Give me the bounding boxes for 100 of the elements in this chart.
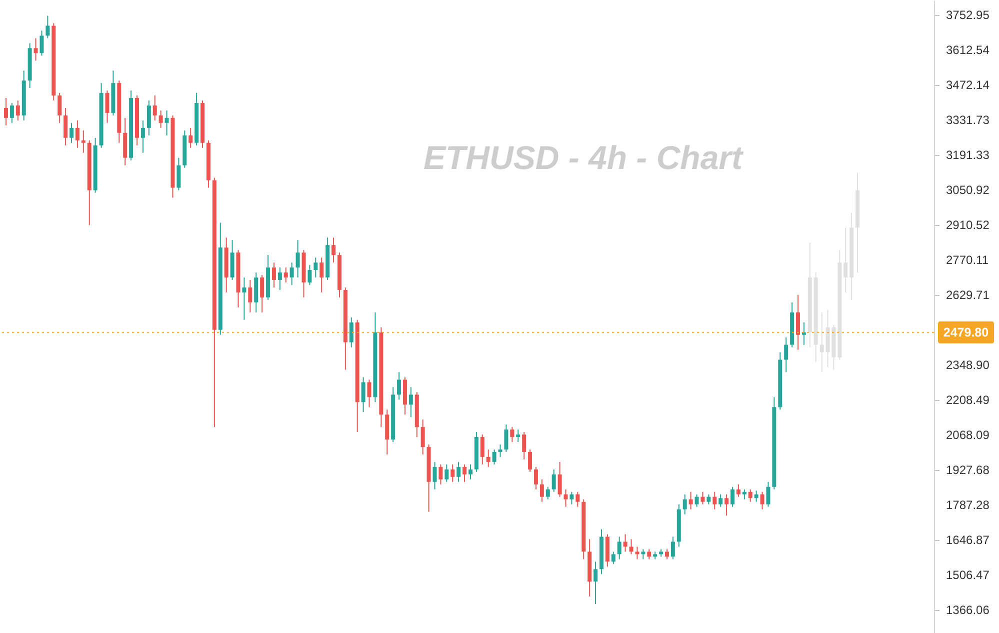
candlestick [504,424,508,452]
y-tick-label: 1787.28 [946,498,990,512]
y-tick-label: 3612.54 [946,42,990,57]
y-tick-label: 3050.92 [946,182,990,197]
candlestick [594,561,598,605]
candlestick [534,466,538,490]
candlestick [766,481,770,508]
candlestick [444,464,449,482]
candlestick [546,486,550,500]
candlestick [332,237,336,264]
candlestick [611,551,616,565]
candlestick [308,264,312,286]
candlestick [456,461,461,482]
candlestick [754,490,758,502]
candlestick [248,279,252,313]
candlestick [188,127,193,148]
candlestick [700,491,705,505]
candlestick [450,464,455,482]
candlestick [664,548,669,560]
candlestick [361,376,366,413]
candlestick [558,461,562,498]
candlestick [75,120,80,148]
y-tick-label: 3472.14 [946,78,990,92]
candlestick [146,100,151,136]
candlestick [730,486,734,508]
candlestick [46,15,50,39]
y-tick-label: 1927.68 [946,463,990,477]
candlestick [176,157,181,191]
candlestick [706,494,711,505]
candlestick [320,257,324,293]
candlestick [629,538,634,555]
candlestick [480,434,484,465]
candlestick [420,419,425,455]
candlestick [152,95,157,121]
candlestick [522,432,526,460]
candlestick [158,110,163,128]
candlestick [712,491,717,510]
candlestick [623,534,628,552]
candlestick [796,294,800,350]
candlestick [844,227,848,293]
y-tick-label: 2068.09 [946,428,990,442]
candlestick [397,372,402,400]
candlestick [140,120,145,154]
candlestick [742,488,746,500]
candlestick [516,429,520,442]
candlestick [802,322,806,346]
candlestick [34,38,38,62]
candlestick [58,92,62,124]
candlestick [468,464,472,480]
candlestick [432,461,437,490]
candlestick [64,107,68,146]
y-tick-label: 2629.71 [946,288,990,302]
candlestick [242,276,246,320]
y-tick-label: 1506.47 [946,568,990,582]
candlestick [438,464,443,485]
candlestick [278,267,282,290]
candlestick [784,336,788,373]
y-tick-label: 1366.06 [946,603,990,617]
candlestick [40,30,44,56]
candlestick [694,494,699,508]
candlestick [462,464,467,482]
candlestick [4,97,8,126]
candlestick [820,312,824,373]
y-tick-label: 3191.33 [946,148,990,162]
y-tick-label: 2770.11 [946,253,989,267]
candlestick [492,448,496,465]
candlestick [682,494,687,515]
candlestick [314,257,318,278]
candlestick [528,448,532,472]
candlestick [576,491,580,508]
candlestick [486,448,490,468]
candlestick [260,274,264,313]
candlestick [272,262,276,288]
candlestick [70,122,74,144]
candlestick [510,426,514,442]
candlestick [81,130,86,154]
candlestick [688,491,693,510]
candlestick [570,491,574,505]
candlestick [641,548,646,560]
candlestick [724,494,729,516]
ref-line-label: 2479.80 [943,325,989,340]
candlestick [540,478,544,502]
candlestick [284,267,288,283]
candlestick [670,536,675,560]
y-tick-label: 1646.87 [946,533,990,547]
candlestick [635,546,640,560]
candlestick [760,491,764,510]
candlestick [296,240,300,278]
y-tick-label: 3331.73 [946,112,990,127]
candlestick [552,468,556,492]
y-tick-label: 2348.90 [946,358,990,372]
y-tick-label: 3752.95 [946,8,990,22]
candlestick [164,110,169,136]
candlestick [349,316,354,348]
candlestick [647,548,652,560]
y-tick-label: 2208.49 [946,393,990,407]
candlestick [10,102,14,124]
candlestick [367,379,372,408]
y-tick-label: 2910.52 [946,218,990,232]
candlestick [290,262,294,286]
